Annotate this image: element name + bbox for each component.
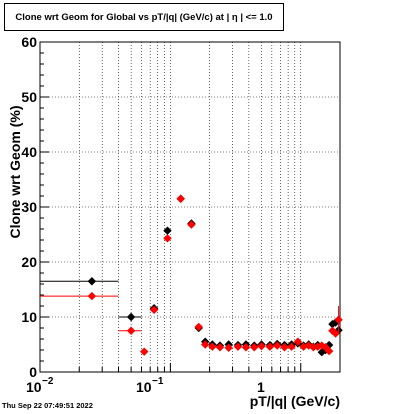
y-tick-label: 10	[21, 309, 37, 325]
chart-title: Clone wrt Geom for Global vs pT/|q| (GeV…	[4, 3, 284, 31]
data-point	[233, 342, 243, 351]
data-point	[215, 343, 225, 352]
x-tick-labels: 10 −2 10 −1 1	[26, 376, 265, 395]
series-2	[40, 194, 343, 356]
data-point	[293, 337, 303, 346]
data-point	[287, 342, 296, 351]
data-point	[265, 342, 275, 351]
data-point	[163, 234, 172, 243]
data-point	[257, 341, 266, 351]
data-point	[331, 329, 340, 338]
data-point	[250, 343, 259, 352]
y-tick-label: 0	[29, 364, 37, 380]
y-tick-label: 40	[21, 144, 37, 160]
data-point	[149, 305, 159, 315]
data-point	[201, 340, 210, 349]
x-tick-label-base-2: 10	[136, 379, 152, 395]
data-point	[87, 291, 97, 301]
y-axis-label: Clone wrt Geom (%)	[7, 105, 23, 238]
x-tick-label-exp-2: −1	[152, 376, 164, 387]
data-point	[176, 194, 185, 203]
data-point	[187, 220, 196, 229]
x-axis-label: pT/|q| (GeV/c)	[250, 393, 340, 409]
data-point	[273, 341, 282, 350]
x-tick-label-exp-1: −2	[42, 376, 54, 387]
data-point	[140, 347, 149, 356]
data-marks	[40, 194, 343, 357]
data-point	[241, 343, 251, 352]
grid-lines	[39, 42, 341, 372]
data-point	[324, 346, 334, 356]
data-point	[126, 326, 136, 335]
x-tick-label-base-1: 10	[26, 379, 42, 395]
data-point	[224, 343, 233, 352]
y-tick-label: 30	[21, 199, 37, 215]
data-point	[280, 343, 289, 352]
data-point	[163, 226, 172, 235]
y-tick-label: 60	[21, 34, 37, 50]
data-point	[334, 315, 343, 324]
y-tick-labels: 0 10 20 30 40 50 60	[21, 34, 37, 380]
axis-ticks	[39, 41, 341, 373]
timestamp-footer: Thu Sep 22 07:49:51 2022	[2, 401, 93, 410]
data-point	[87, 277, 97, 286]
y-tick-label: 50	[21, 89, 37, 105]
data-point	[126, 312, 136, 322]
data-point	[208, 342, 217, 351]
data-point	[194, 322, 203, 332]
series-1	[40, 194, 343, 357]
y-tick-label: 20	[21, 254, 37, 270]
x-tick-label-3: 1	[257, 379, 265, 395]
